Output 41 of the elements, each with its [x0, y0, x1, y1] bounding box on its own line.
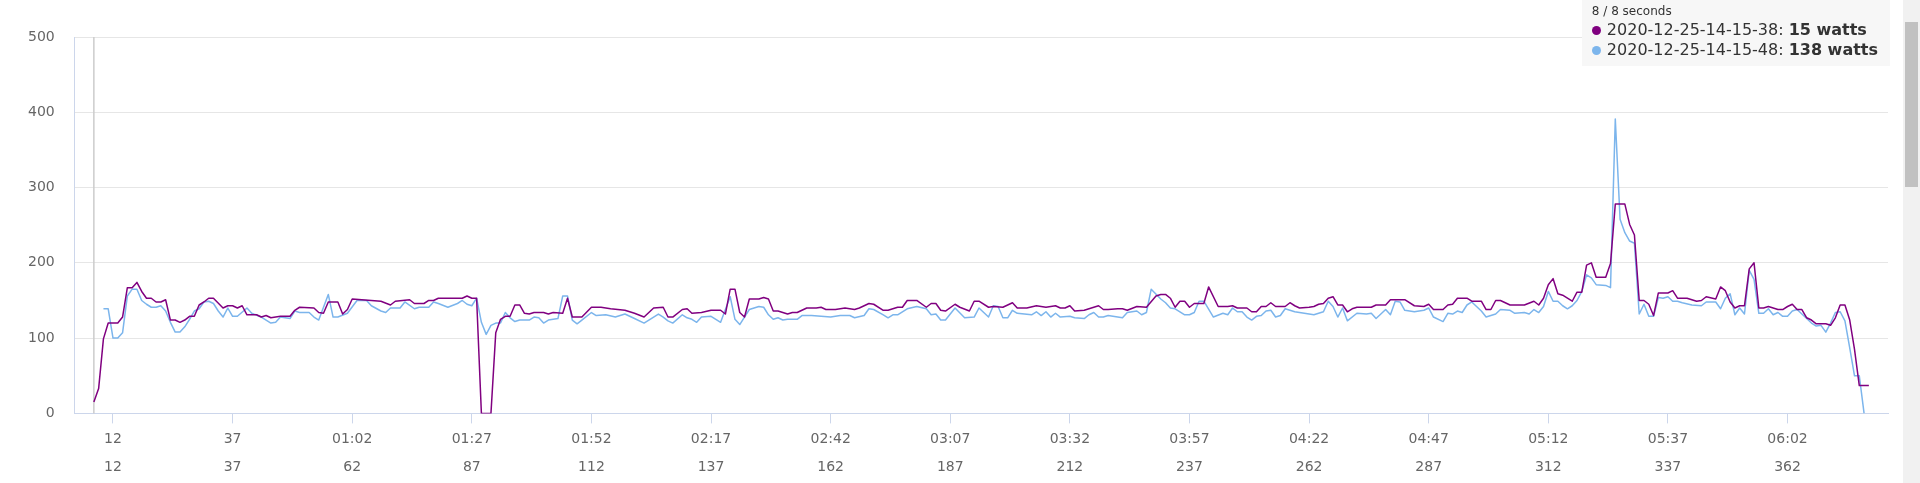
x2-tick-label: 03:57 [1169, 430, 1210, 447]
legend-label: 2020-12-25-14-15-38: [1606, 20, 1784, 39]
x-tick-label: 362 [1774, 458, 1801, 475]
x-tick-label: 137 [697, 458, 725, 475]
x2-tick-label: 04:22 [1288, 430, 1330, 447]
x2-tick-label: 02:42 [810, 430, 851, 447]
x2-tick-label: 01:27 [451, 430, 492, 447]
x2-tick-label: 01:52 [571, 430, 612, 447]
x-tick-label: 62 [343, 458, 362, 475]
x-tick-label: 337 [1654, 458, 1682, 475]
x2-tick-label: 05:12 [1528, 430, 1569, 447]
y-tick-label: 500 [27, 27, 55, 44]
x-tick-label: 12 [104, 458, 122, 475]
legend-label: 2020-12-25-14-15-48: [1606, 40, 1784, 59]
x2-tick-label: 04:47 [1408, 430, 1449, 447]
x-tick-label: 187 [936, 458, 964, 475]
x-tick-label: 37 [223, 458, 242, 475]
y-tick-label: 300 [27, 178, 55, 195]
annotation: 15 watts [1788, 20, 1867, 39]
y-tick-label: 400 [27, 102, 55, 119]
x2-tick-label: 03:32 [1049, 430, 1091, 447]
legend-title: 8 / 8 seconds [1591, 3, 1673, 20]
y-tick-label: 0 [45, 404, 55, 421]
x2-tick-label: 12 [104, 430, 122, 447]
x2-tick-label: 06:02 [1767, 430, 1808, 447]
x2-tick-label: 37 [223, 430, 242, 447]
x-tick-label: 212 [1056, 458, 1084, 475]
x-tick-label: 112 [578, 458, 605, 475]
annotation: 138 watts [1788, 40, 1878, 59]
x2-tick-label: 01:02 [332, 430, 373, 447]
x-tick-label: 162 [817, 458, 845, 475]
x-tick-label: 87 [462, 458, 481, 475]
y-tick-label: 100 [27, 328, 55, 345]
x-tick-label: 287 [1415, 458, 1443, 475]
x2-tick-label: 05:37 [1647, 430, 1689, 447]
x2-tick-label: 03:07 [930, 430, 971, 447]
y-tick-label: 200 [27, 253, 55, 270]
x-tick-label: 237 [1176, 458, 1203, 475]
x2-tick-label: 02:17 [690, 430, 732, 447]
x-tick-label: 262 [1295, 458, 1323, 475]
x-tick-label: 312 [1534, 458, 1562, 475]
